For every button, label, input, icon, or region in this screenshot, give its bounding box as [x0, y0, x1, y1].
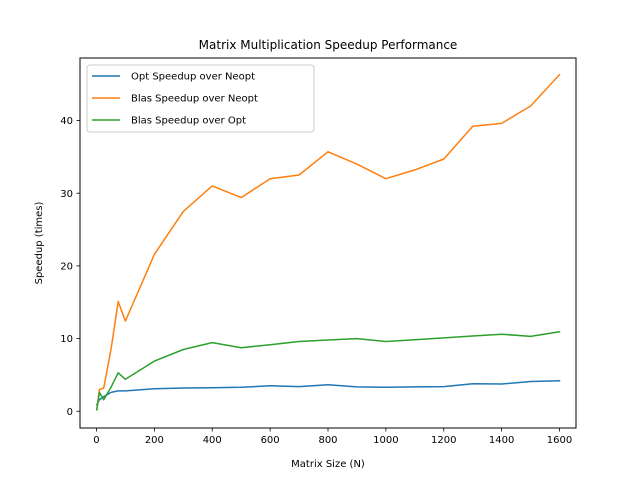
legend: Opt Speedup over Neopt Blas Speedup over …	[86, 64, 315, 133]
y-tick-label: 30	[60, 189, 73, 200]
x-tick-label: 1400	[489, 435, 514, 446]
x-tick-label: 800	[318, 435, 337, 446]
y-axis: 0 10 20 30 40	[60, 116, 80, 418]
series-line-1	[95, 380, 561, 406]
y-axis-label: Speedup (times)	[34, 201, 45, 284]
x-axis: 0 200 400 600 800 1000 1200 1400 1600	[93, 428, 572, 446]
legend-label-2: Blas Speedup over Neopt	[131, 94, 258, 105]
legend-label-3: Blas Speedup over Opt	[131, 116, 246, 127]
series-lines	[95, 73, 561, 411]
x-tick-label: 0	[93, 435, 99, 446]
x-tick-label: 600	[261, 435, 280, 446]
y-tick-label: 40	[60, 116, 73, 127]
x-tick-label: 1200	[431, 435, 456, 446]
y-tick-label: 10	[60, 334, 73, 345]
legend-box	[86, 64, 315, 133]
series-line-2	[95, 73, 561, 411]
x-tick-label: 1000	[373, 435, 398, 446]
x-tick-label: 200	[145, 435, 164, 446]
y-tick-label: 20	[60, 261, 73, 272]
x-tick-label: 400	[203, 435, 222, 446]
chart-title: Matrix Multiplication Speedup Performanc…	[199, 38, 458, 52]
x-axis-label: Matrix Size (N)	[291, 459, 365, 470]
y-tick-label: 0	[67, 407, 73, 418]
series-line-3	[95, 330, 561, 411]
legend-label-1: Opt Speedup over Neopt	[131, 72, 255, 83]
x-tick-label: 1600	[547, 435, 572, 446]
